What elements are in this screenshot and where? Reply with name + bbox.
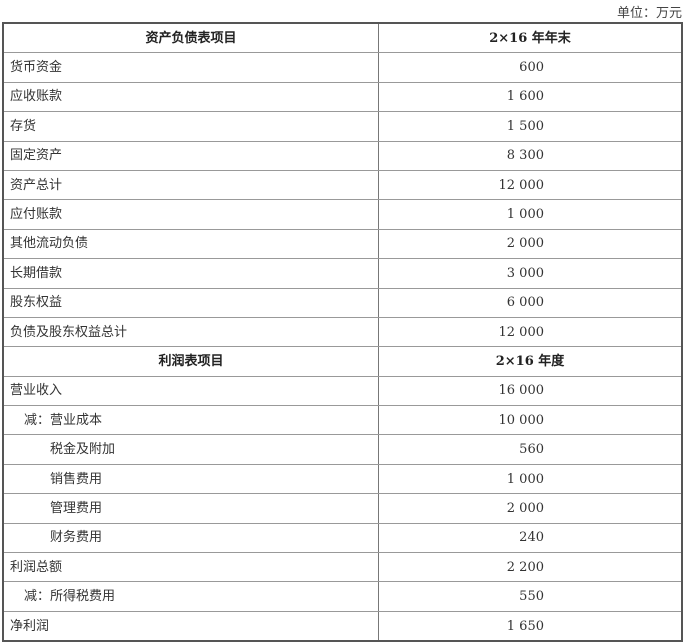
table-row: 销售费用 1 000	[2, 463, 683, 495]
table-row: 固定资产 8 300	[2, 140, 683, 171]
row-value: 12 000	[378, 316, 683, 348]
row-item: 减：所得税费用	[2, 581, 379, 612]
table-row: 应付账款 1 000	[2, 199, 683, 230]
unit-label: 单位：万元	[616, 6, 682, 21]
row-value: 1 650	[378, 610, 683, 642]
row-value: 550	[378, 581, 683, 612]
column-header-item: 资产负债表项目	[2, 22, 379, 54]
table-row: 货币资金 600	[2, 52, 683, 83]
row-value: 10 000	[378, 405, 683, 436]
row-item: 资产总计	[2, 169, 379, 201]
row-value: 16 000	[378, 375, 683, 407]
row-item: 利润总额	[2, 552, 379, 583]
row-value: 600	[378, 52, 683, 83]
row-item: 销售费用	[2, 463, 379, 495]
table-row: 减：营业成本 10 000	[2, 405, 683, 436]
row-value: 2 000	[378, 493, 683, 524]
section-header-row: 资产负债表项目 2×16 年年末	[2, 22, 683, 54]
table-row: 其他流动负债 2 000	[2, 228, 683, 260]
row-item: 应付账款	[2, 199, 379, 230]
row-item: 应收账款	[2, 81, 379, 113]
row-item: 减：营业成本	[2, 405, 379, 436]
row-value: 3 000	[378, 258, 683, 289]
row-value: 2 000	[378, 228, 683, 260]
row-item: 货币资金	[2, 52, 379, 83]
row-item: 财务费用	[2, 522, 379, 554]
table-row: 利润总额 2 200	[2, 552, 683, 583]
table-row: 存货 1 500	[2, 111, 683, 142]
row-value: 1 600	[378, 81, 683, 113]
row-value: 12 000	[378, 169, 683, 201]
row-value: 240	[378, 522, 683, 554]
row-value: 1 000	[378, 463, 683, 495]
table-row: 管理费用 2 000	[2, 493, 683, 524]
column-header-item: 利润表项目	[2, 346, 379, 377]
row-item: 负债及股东权益总计	[2, 316, 379, 348]
row-item: 管理费用	[2, 493, 379, 524]
row-value: 1 000	[378, 199, 683, 230]
table-row: 营业收入 16 000	[2, 375, 683, 407]
table-row: 减：所得税费用 550	[2, 581, 683, 612]
row-item: 营业收入	[2, 375, 379, 407]
row-item: 净利润	[2, 610, 379, 642]
column-header-period: 2×16 年年末	[378, 22, 683, 54]
row-item: 税金及附加	[2, 434, 379, 465]
financial-table: 资产负债表项目 2×16 年年末 货币资金 600 应收账款 1 600 存货 1 500 固定…	[2, 22, 683, 642]
column-header-period: 2×16 年度	[378, 346, 683, 377]
row-value: 6 000	[378, 287, 683, 318]
row-item: 股东权益	[2, 287, 379, 318]
table-row: 长期借款 3 000	[2, 258, 683, 289]
table-row: 财务费用 240	[2, 522, 683, 554]
table-row: 应收账款 1 600	[2, 81, 683, 113]
table-row: 负债及股东权益总计 12 000	[2, 316, 683, 348]
section-header-row: 利润表项目 2×16 年度	[2, 346, 683, 377]
table-row: 税金及附加 560	[2, 434, 683, 465]
row-value: 2 200	[378, 552, 683, 583]
row-value: 560	[378, 434, 683, 465]
row-item: 长期借款	[2, 258, 379, 289]
row-value: 1 500	[378, 111, 683, 142]
row-item: 其他流动负债	[2, 228, 379, 260]
table-row: 资产总计 12 000	[2, 169, 683, 201]
row-item: 固定资产	[2, 140, 379, 171]
table-row: 股东权益 6 000	[2, 287, 683, 318]
row-item: 存货	[2, 111, 379, 142]
table-row: 净利润 1 650	[2, 610, 683, 642]
row-value: 8 300	[378, 140, 683, 171]
